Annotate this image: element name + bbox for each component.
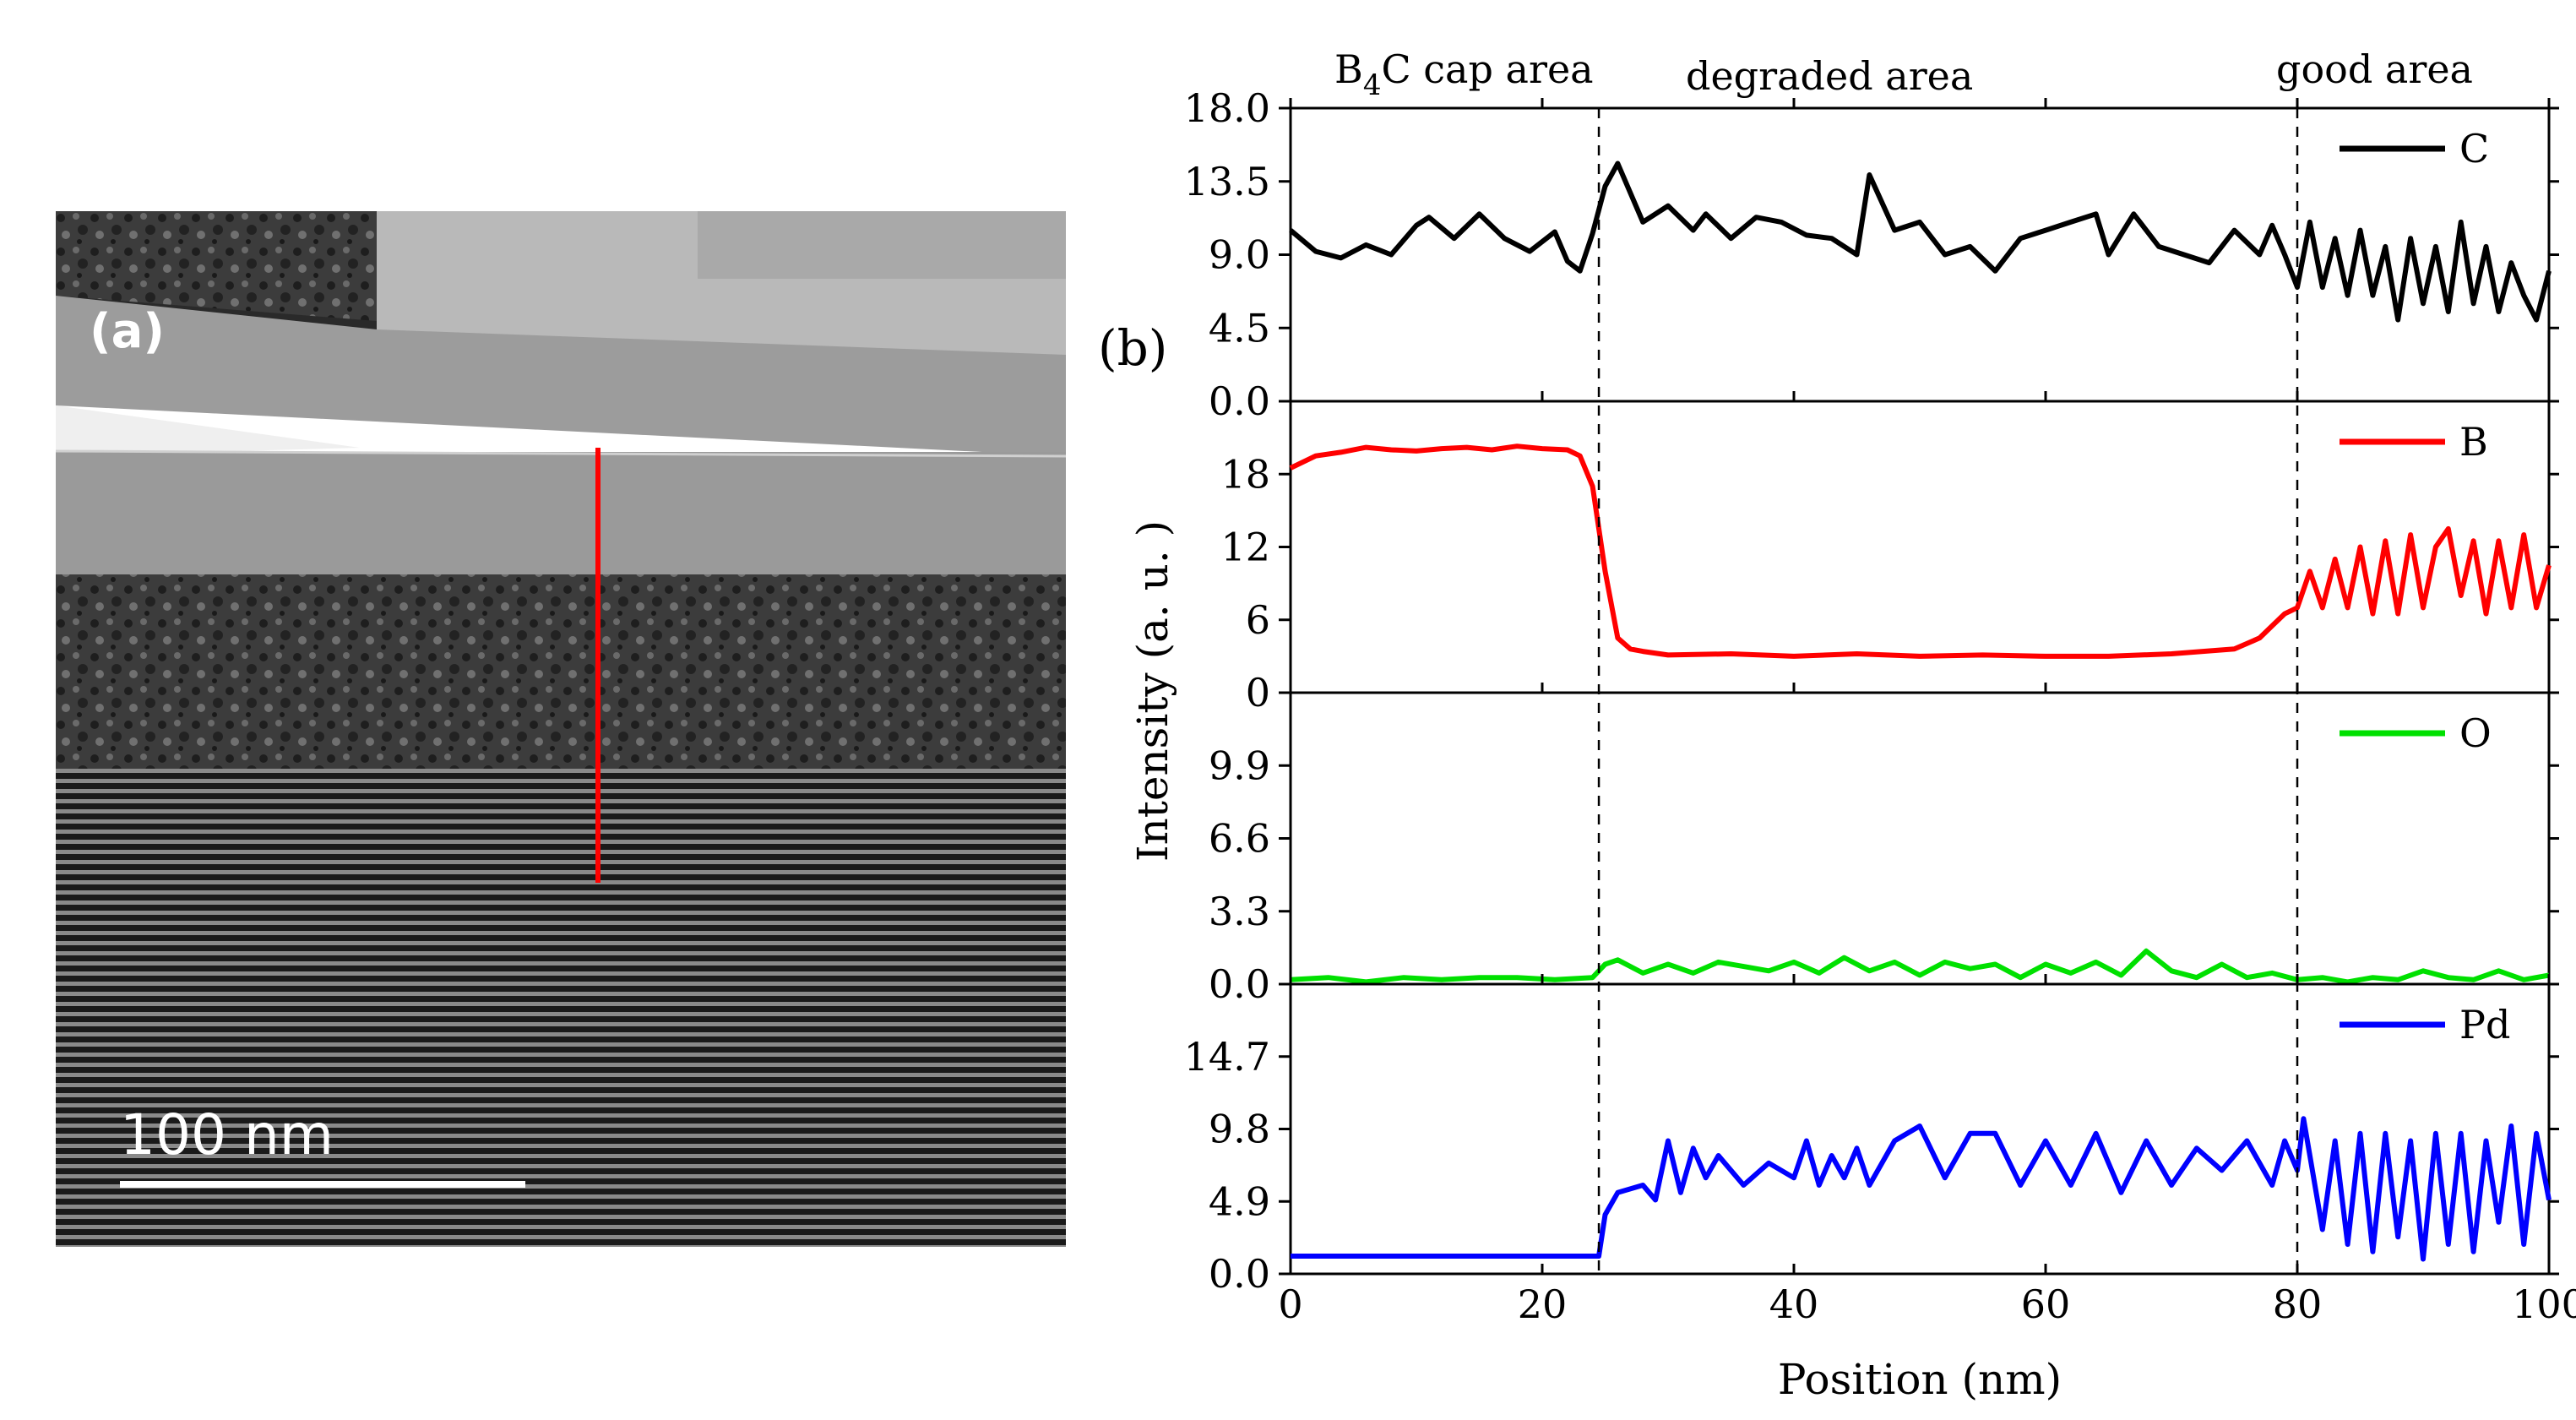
legend-label: O — [2459, 710, 2492, 756]
region-label-degraded: degraded area — [1686, 53, 1973, 99]
y-tick-label: 14.7 — [1184, 1034, 1270, 1080]
y-tick-label: 18 — [1220, 451, 1270, 497]
legend-label: Pd — [2459, 1002, 2510, 1047]
x-tick-label: 100 — [2512, 1281, 2576, 1327]
panel-c: 0.0 4.5 9.0 13.5 18.0 C — [1184, 85, 2559, 424]
x-tick-label: 80 — [2273, 1281, 2323, 1327]
legend-label: B — [2459, 419, 2488, 465]
y-tick-label: 0.0 — [1209, 961, 1270, 1007]
x-tick-label: 40 — [1769, 1281, 1819, 1327]
y-tick-label: 6 — [1246, 597, 1270, 643]
y-tick-label: 4.5 — [1209, 305, 1270, 351]
tem-image — [56, 211, 1066, 1247]
panel-b-label: (b) — [1098, 319, 1167, 377]
panel-pd: 0.0 4.9 9.8 14.7 Pd — [1184, 974, 2559, 1297]
panel-frame — [1289, 106, 2551, 403]
scale-bar-label: 100 nm — [120, 1102, 334, 1167]
series-b — [1289, 443, 2552, 659]
x-axis-label: Position (nm) — [1778, 1355, 2062, 1404]
y-tick-label: 9.0 — [1209, 232, 1270, 278]
x-tick-label: 0 — [1278, 1281, 1302, 1327]
y-tick-label: 3.3 — [1209, 889, 1270, 934]
y-tick-label: 9.8 — [1209, 1107, 1270, 1152]
scale-bar — [120, 1181, 525, 1188]
legend-label: C — [2459, 126, 2489, 171]
series-pd — [1291, 1116, 2552, 1262]
region-label-cap: B4C cap area — [1334, 46, 1594, 102]
panel-o: 0.0 3.3 6.6 9.9 O — [1209, 683, 2559, 1007]
x-tick-label: 60 — [2021, 1281, 2071, 1327]
panel-b: 0 6 12 18 B — [1220, 391, 2559, 715]
y-tick-label: 6.6 — [1209, 816, 1270, 862]
y-tick-label: 0.0 — [1209, 378, 1270, 424]
y-tick-label: 13.5 — [1184, 159, 1270, 204]
tem-micrograph: (a) 100 nm — [56, 211, 1066, 1247]
panel-a-label: (a) — [90, 304, 165, 359]
x-tick-label: 20 — [1518, 1281, 1568, 1327]
y-tick-label: 4.9 — [1209, 1178, 1270, 1224]
y-tick-label: 9.9 — [1209, 743, 1270, 788]
region-label-good: good area — [2276, 46, 2473, 92]
y-tick-label: 0 — [1246, 670, 1270, 715]
y-tick-label: 0.0 — [1209, 1251, 1270, 1297]
y-tick-label: 12 — [1220, 525, 1270, 570]
series-c — [1289, 160, 2552, 323]
y-tick-label: 18.0 — [1184, 85, 1270, 131]
series-o — [1290, 948, 2550, 985]
panel-frame — [1289, 691, 2551, 986]
y-axis-label: Intensity (a. u. ) — [1128, 520, 1177, 862]
